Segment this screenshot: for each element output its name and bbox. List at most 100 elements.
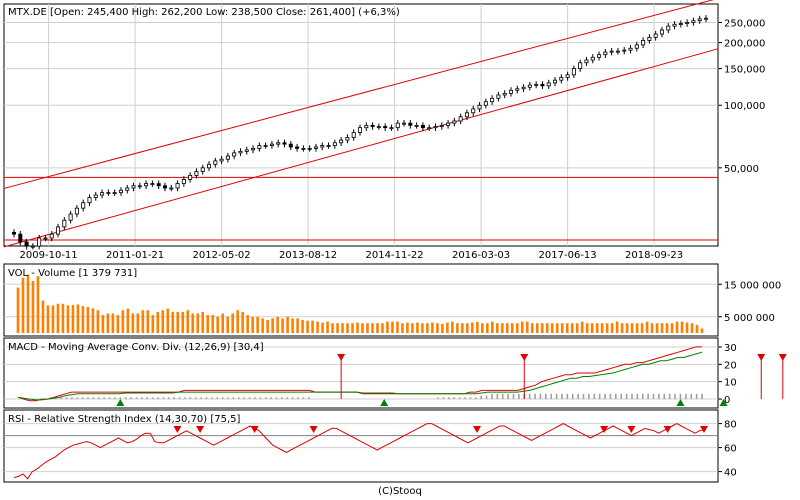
volume-bar (301, 320, 304, 333)
candle-body (238, 150, 243, 154)
macd-histogram-bar (598, 393, 601, 400)
macd-histogram-bar (636, 393, 639, 400)
macd-histogram-bar (685, 393, 687, 400)
rsi-sell-signal-marker (309, 426, 318, 433)
volume-bar (675, 321, 679, 333)
candle-body (251, 148, 256, 151)
macd-sell-signal-marker (520, 354, 529, 361)
macd-histogram-bar (442, 397, 445, 400)
volume-bar (461, 323, 464, 333)
candle-body (408, 122, 413, 126)
price-y-tick-label: 200,000 (724, 39, 765, 50)
macd-histogram-bar (668, 393, 671, 400)
volume-bar (86, 307, 90, 333)
macd-histogram-bar (141, 397, 143, 400)
rsi-chart-title: RSI - Relative Strength Index (14,30,70)… (8, 414, 241, 425)
macd-histogram-bar (259, 397, 262, 400)
volume-bar (76, 304, 80, 333)
volume-bar (411, 323, 414, 333)
macd-histogram-bar (561, 393, 563, 400)
volume-bar (446, 322, 449, 333)
rsi-y-tick-label: 80 (724, 420, 737, 431)
candle-body (433, 126, 438, 129)
volume-bar (700, 328, 704, 333)
macd-sell-signal-marker (778, 354, 787, 361)
macd-histogram-bar (550, 393, 552, 400)
footer-credit: (C)Stooq (378, 486, 422, 497)
macd-histogram-bar (162, 397, 165, 400)
candle-body (339, 139, 344, 144)
macd-histogram-bar (609, 393, 612, 400)
candle-body (559, 77, 564, 81)
candle-body (232, 152, 237, 157)
price-y-tick-label: 250,000 (724, 18, 765, 29)
macd-histogram-bar (130, 397, 132, 400)
volume-bar (16, 287, 20, 333)
macd-histogram-bar (464, 397, 466, 400)
volume-y-tick-label: 5 000 000 (724, 313, 775, 324)
candle-body (62, 219, 67, 228)
macd-histogram-bar (232, 397, 235, 400)
volume-bar (106, 313, 110, 333)
macd-histogram-bar (604, 393, 606, 400)
volume-chart-title: VOL - Volume [1 379 731] (8, 268, 137, 279)
candle-body (603, 51, 608, 56)
volume-bar (555, 323, 559, 333)
macd-histogram-bar (189, 397, 192, 400)
macd-histogram-bar (65, 397, 68, 400)
macd-signal-line (17, 351, 703, 401)
volume-bar (341, 323, 344, 333)
candle-body (332, 142, 337, 146)
volume-bar (141, 310, 145, 333)
volume-bar (515, 323, 519, 333)
macd-y-tick-label: 20 (724, 360, 737, 371)
macd-histogram-bar (491, 393, 493, 400)
macd-buy-signal-marker (116, 399, 125, 406)
candle-body (364, 124, 369, 129)
macd-y-tick-label: 30 (724, 343, 737, 354)
rsi-sell-signal-marker (196, 426, 205, 433)
macd-histogram-bar (275, 397, 278, 400)
volume-bar (236, 310, 239, 333)
volume-bar (256, 316, 259, 333)
volume-bar (540, 323, 544, 333)
volume-bar (261, 318, 264, 333)
macd-histogram-bar (448, 397, 450, 400)
candle-body (225, 155, 230, 160)
candle-body (446, 122, 451, 126)
macd-histogram-bar (555, 393, 558, 400)
candle-body (653, 33, 658, 38)
price-panel-frame (3, 3, 719, 247)
volume-bar (695, 324, 699, 333)
volume-bar (56, 303, 60, 333)
candle-body (672, 23, 677, 27)
candle-body (502, 92, 507, 96)
volume-bar (431, 322, 434, 333)
candle-body (471, 108, 476, 114)
volume-bar (61, 303, 65, 333)
candle-body (93, 194, 98, 198)
volume-bar (146, 310, 150, 333)
price-y-tick-label: 100,000 (724, 101, 765, 112)
macd-histogram-bar (205, 397, 208, 400)
macd-histogram-bar (539, 393, 542, 400)
macd-histogram-bar (593, 393, 596, 400)
macd-histogram-bar (647, 393, 649, 400)
macd-histogram-bar (679, 393, 682, 400)
candle-body (200, 167, 205, 172)
macd-y-tick-label: 0 (724, 395, 730, 406)
x-tick-label: 2013-08-12 (279, 250, 337, 261)
candle-body (395, 122, 400, 129)
macd-histogram-bar (238, 397, 240, 400)
trend-channel-upper (3, 0, 714, 189)
macd-histogram-bar (254, 397, 256, 400)
volume-bar (271, 318, 274, 333)
macd-histogram-bar (625, 393, 628, 400)
volume-bar (610, 323, 614, 333)
volume-bar (406, 322, 409, 333)
candle-body (634, 44, 639, 49)
volume-bar (476, 321, 479, 333)
candle-body (622, 49, 627, 52)
candle-body (43, 237, 48, 240)
macd-histogram-bar (690, 393, 693, 400)
